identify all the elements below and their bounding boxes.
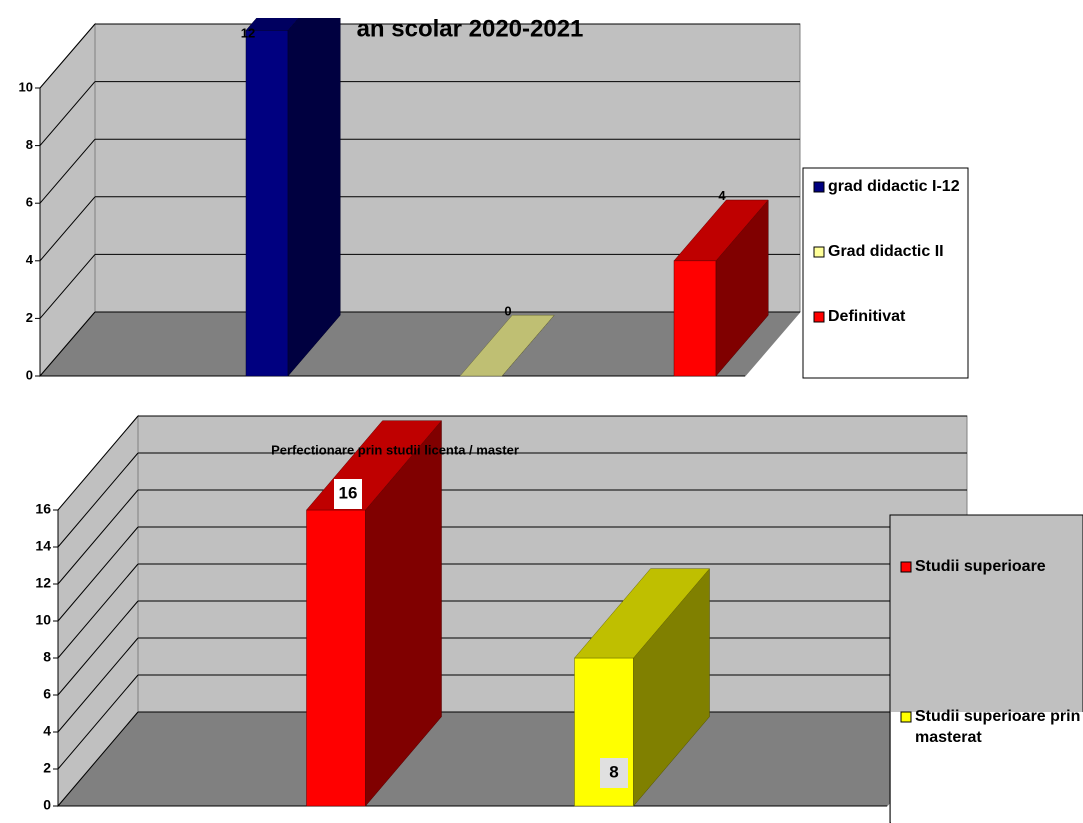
bar-top xyxy=(573,568,711,659)
bar-front xyxy=(306,509,366,807)
grid-line xyxy=(57,563,139,659)
value-label: 4 xyxy=(718,188,726,203)
grid-line xyxy=(57,489,139,585)
legend-label: Definitivat xyxy=(828,308,906,325)
bar-front xyxy=(673,260,717,377)
legend-label: Grad didactic II xyxy=(828,243,944,260)
bar-top xyxy=(459,314,555,377)
bar xyxy=(245,18,341,377)
bar-side xyxy=(287,18,341,377)
grid-line xyxy=(57,526,139,622)
legend-item: Studii superioare prin masterat xyxy=(915,708,1081,746)
legend-label: Studii superioare prin masterat xyxy=(915,708,1081,746)
bar-front xyxy=(245,30,289,377)
y-tick-label: 4 xyxy=(43,723,51,739)
y-tick-label: 0 xyxy=(43,797,51,813)
grid-line xyxy=(39,196,96,262)
grid-line xyxy=(57,600,139,696)
y-tick-label: 10 xyxy=(35,612,51,628)
value-label: 16 xyxy=(339,483,358,502)
y-tick-label: 6 xyxy=(26,195,33,210)
legend-item: Grad didactic II xyxy=(828,243,944,260)
grid-line xyxy=(57,674,139,770)
grid-line xyxy=(57,637,139,733)
legend-lower xyxy=(891,712,1083,823)
y-tick-label: 0 xyxy=(26,367,33,382)
y-tick-label: 2 xyxy=(43,760,51,776)
legend-box xyxy=(802,167,969,379)
bar xyxy=(673,199,769,377)
y-tick-label: 14 xyxy=(35,538,51,554)
legend-item: Definitivat xyxy=(828,308,906,325)
chart-title: Perfectionare prin studii licenta / mast… xyxy=(271,442,519,457)
bar-top xyxy=(245,18,299,31)
legend-label: grad didactic I-12 xyxy=(828,178,960,195)
y-tick-label: 12 xyxy=(35,575,51,591)
value-label: 8 xyxy=(609,762,618,781)
legend-item: Studii superioare xyxy=(915,558,1046,575)
value-label: 12 xyxy=(241,25,255,40)
legend-swatch xyxy=(900,561,912,573)
grid-line xyxy=(39,23,96,89)
legend-swatch xyxy=(813,181,825,193)
bars xyxy=(245,18,769,377)
value-label: 0 xyxy=(504,303,511,318)
y-tick-label: 2 xyxy=(26,310,33,325)
legend-swatch xyxy=(813,246,825,258)
bar-top xyxy=(673,199,769,262)
bars xyxy=(305,420,711,807)
y-tick-label: 16 xyxy=(35,501,51,517)
y-tick-label: 8 xyxy=(26,137,33,152)
legend-swatch xyxy=(900,711,912,723)
y-tick-label: 6 xyxy=(43,686,51,702)
grid-line xyxy=(39,311,96,377)
grid-line xyxy=(39,254,96,319)
grid-line xyxy=(57,415,139,511)
floor xyxy=(56,711,969,807)
grid-line xyxy=(39,138,96,204)
value-label-box xyxy=(334,479,362,509)
bar xyxy=(459,314,555,377)
y-tick-label: 10 xyxy=(19,79,33,94)
y-tick-label: 4 xyxy=(26,252,34,267)
legend-item: grad didactic I-12 xyxy=(828,178,960,195)
value-label-box xyxy=(600,758,628,788)
y-tick-label: 8 xyxy=(43,649,51,665)
grid-line xyxy=(57,452,139,548)
grid-line xyxy=(39,81,96,146)
legend-swatch xyxy=(813,311,825,323)
chart-title: an scolar 2020-2021 xyxy=(357,15,584,42)
grid-line xyxy=(57,711,139,807)
legend-label: Studii superioare xyxy=(915,558,1046,575)
